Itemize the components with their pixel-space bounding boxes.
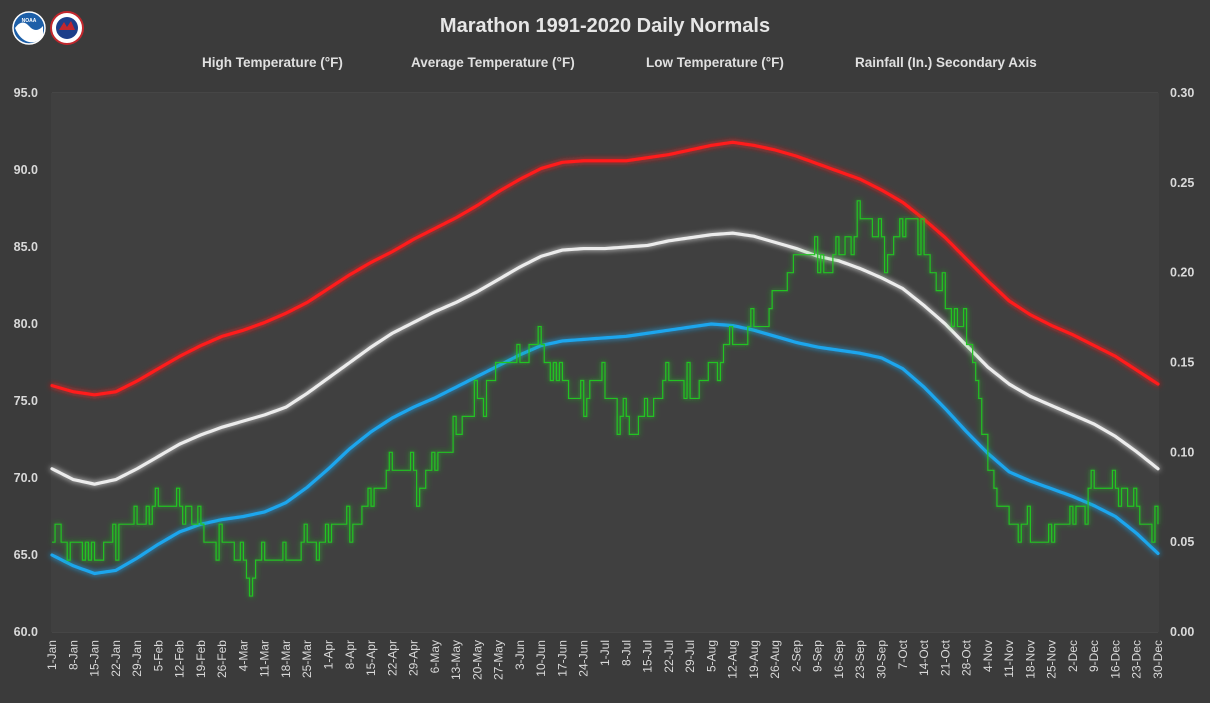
x-tick-label: 15-Jan: [88, 640, 102, 677]
y-axis-right: 0.30 0.25 0.20 0.15 0.10 0.05 0.00: [1170, 86, 1194, 639]
x-tick-label: 18-Nov: [1023, 640, 1037, 679]
x-tick-label: 24-Jun: [577, 640, 591, 677]
x-tick-label: 27-May: [492, 640, 506, 680]
x-tick-label: 4-Mar: [236, 640, 250, 671]
x-tick-label: 16-Dec: [1108, 640, 1122, 679]
x-tick-label: 8-Jul: [619, 640, 633, 666]
y-left-tick-label: 95.0: [14, 86, 38, 100]
x-tick-label: 10-Jun: [534, 640, 548, 677]
x-tick-label: 7-Oct: [896, 639, 910, 669]
x-tick-label: 23-Sep: [853, 640, 867, 679]
x-tick-label: 30-Dec: [1151, 640, 1165, 679]
x-tick-label: 9-Dec: [1087, 640, 1101, 672]
x-tick-label: 22-Jul: [662, 640, 676, 673]
x-tick-label: 11-Nov: [1002, 640, 1016, 678]
legend: High Temperature (°F) Average Temperature…: [171, 55, 1037, 70]
legend-label: Average Temperature (°F): [411, 55, 575, 70]
x-tick-label: 18-Mar: [279, 640, 293, 678]
series-group: [50, 140, 1160, 597]
y-axis-left: 95.0 90.0 85.0 80.0 75.0 70.0 65.0 60.0: [14, 86, 38, 639]
x-tick-label: 12-Feb: [173, 640, 187, 678]
y-right-tick-label: 0.10: [1170, 445, 1194, 459]
nws-logo-icon: [50, 11, 84, 45]
x-tick-label: 29-Jul: [683, 640, 697, 673]
legend-label: Low Temperature (°F): [646, 55, 784, 70]
y-left-tick-label: 80.0: [14, 317, 38, 331]
x-tick-label: 16-Sep: [832, 640, 846, 679]
y-right-tick-label: 0.20: [1170, 266, 1194, 280]
y-left-tick-label: 90.0: [14, 163, 38, 177]
x-tick-label: 29-Jan: [130, 640, 144, 677]
x-tick-label: 1-Apr: [322, 640, 336, 669]
x-tick-label: 15-Apr: [364, 640, 378, 676]
svg-text:NOAA: NOAA: [22, 18, 37, 24]
y-left-tick-label: 75.0: [14, 394, 38, 408]
legend-item-rainfall: Rainfall (In.) Secondary Axis: [825, 55, 1037, 70]
x-tick-label: 17-Jun: [555, 640, 569, 677]
y-right-tick-label: 0.15: [1170, 356, 1194, 370]
x-tick-label: 8-Jan: [66, 640, 80, 670]
x-axis: 1-Jan 8-Jan 15-Jan 22-Jan 29-Jan 5-Feb 12-Feb 1…: [45, 639, 1165, 680]
x-tick-label: 6-May: [428, 640, 442, 673]
x-tick-label: 9-Sep: [811, 640, 825, 672]
low-temperature-line: [50, 322, 1160, 576]
x-tick-label: 30-Sep: [875, 640, 889, 679]
x-tick-label: 19-Feb: [194, 640, 208, 678]
y-right-tick-label: 0.00: [1170, 625, 1194, 639]
high-temperature-line: [50, 140, 1160, 397]
y-left-tick-label: 65.0: [14, 548, 38, 562]
x-tick-label: 1-Jan: [45, 640, 59, 670]
rainfall-line: [52, 200, 1159, 597]
y-right-tick-label: 0.30: [1170, 86, 1194, 100]
x-tick-label: 2-Dec: [1066, 640, 1080, 672]
legend-label: High Temperature (°F): [202, 55, 343, 70]
x-tick-label: 1-Jul: [598, 640, 612, 666]
x-tick-label: 22-Apr: [385, 640, 399, 676]
x-tick-label: 11-Mar: [258, 640, 272, 677]
x-tick-label: 25-Mar: [300, 640, 314, 678]
y-left-tick-label: 60.0: [14, 625, 38, 639]
average-temperature-line: [50, 231, 1160, 486]
x-tick-label: 29-Apr: [407, 640, 421, 676]
x-tick-label: 26-Feb: [215, 640, 229, 678]
y-left-tick-label: 85.0: [14, 240, 38, 254]
chart-title: Marathon 1991-2020 Daily Normals: [440, 15, 770, 37]
x-tick-label: 5-Aug: [704, 640, 718, 672]
x-tick-label: 5-Feb: [151, 640, 165, 672]
x-tick-label: 22-Jan: [109, 640, 123, 677]
noaa-logo-icon: NOAA: [12, 11, 46, 45]
x-tick-label: 2-Sep: [789, 640, 803, 672]
x-tick-label: 23-Dec: [1130, 640, 1144, 679]
legend-item-high-temperature: High Temperature (°F): [171, 55, 343, 70]
legend-item-low-temperature: Low Temperature (°F): [615, 55, 784, 70]
legend-item-average-temperature: Average Temperature (°F): [380, 55, 575, 70]
x-tick-label: 25-Nov: [1045, 640, 1059, 679]
x-tick-label: 8-Apr: [343, 640, 357, 669]
legend-label: Rainfall (In.) Secondary Axis: [855, 55, 1037, 70]
y-left-tick-label: 70.0: [14, 471, 38, 485]
x-tick-label: 12-Aug: [726, 640, 740, 679]
x-tick-label: 4-Nov: [981, 640, 995, 672]
x-tick-label: 3-Jun: [513, 640, 527, 670]
x-tick-label: 21-Oct: [938, 639, 952, 676]
x-tick-label: 15-Jul: [641, 640, 655, 673]
x-tick-label: 28-Oct: [960, 639, 974, 676]
x-tick-label: 26-Aug: [768, 640, 782, 679]
y-right-tick-label: 0.05: [1170, 535, 1194, 549]
y-right-tick-label: 0.25: [1170, 176, 1194, 190]
x-tick-label: 13-May: [449, 640, 463, 680]
x-tick-label: 14-Oct: [917, 639, 931, 676]
x-tick-label: 20-May: [470, 640, 484, 680]
x-tick-label: 19-Aug: [747, 640, 761, 679]
